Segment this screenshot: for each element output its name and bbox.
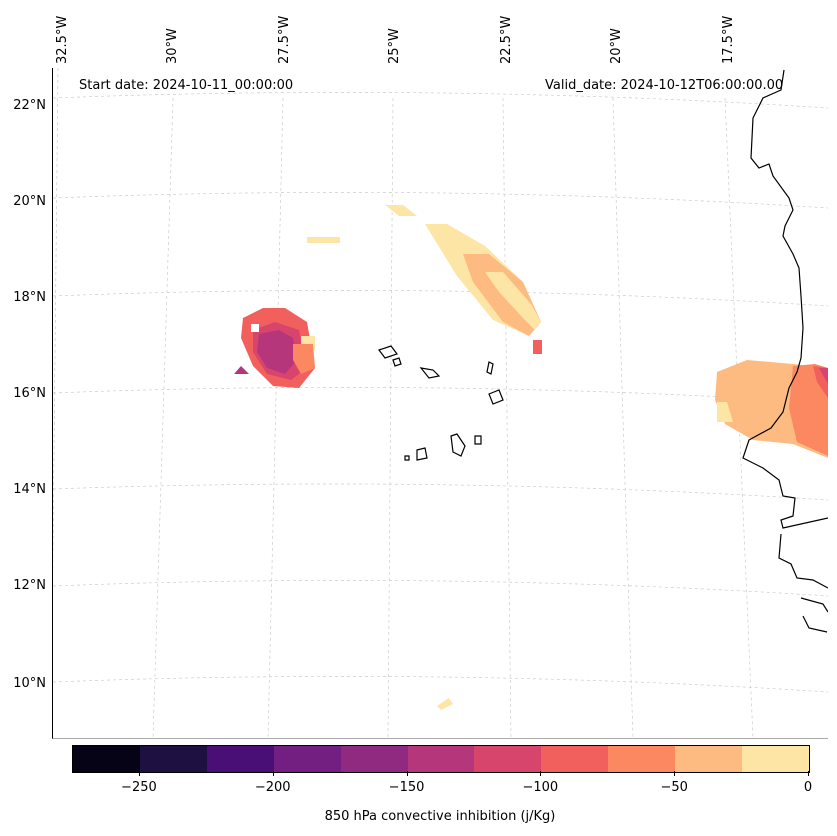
colorbar-swatch-7 [541, 746, 609, 772]
cape-verde-santiago [450, 433, 466, 457]
cin-region-orange-band-b [485, 272, 541, 330]
colorbar-tick-label-2: −150 [388, 780, 425, 795]
colorbar-tick-label-5: 0 [803, 780, 813, 795]
colorbar-tick-label-0: −250 [121, 780, 157, 795]
colorbar-tick-0 [138, 771, 140, 776]
lon-label-30w: 30°W [165, 28, 180, 64]
parallel-16n [53, 387, 828, 404]
cin-region-west-hole [251, 324, 259, 332]
cin-region-west-small [234, 366, 249, 374]
cin-region-red-tip [533, 340, 542, 354]
lat-label-18n: 18°N [13, 290, 46, 305]
colorbar-tick-label-1: −200 [254, 780, 291, 795]
lon-label-32-5w: 32.5°W [55, 15, 70, 64]
parallel-22n [53, 92, 828, 109]
cape-verde-boa-vista [488, 389, 504, 405]
cape-verde-maio [474, 435, 482, 445]
colorbar-swatch-8 [608, 746, 676, 772]
colorbar-tick-3 [540, 771, 542, 776]
meridian-20w [612, 97, 634, 738]
meridian-22-5w [502, 97, 512, 738]
meridian-27-5w [267, 97, 284, 738]
cape-verde-brava [404, 455, 410, 461]
colorbar-swatch-0 [73, 746, 140, 772]
lat-label-10n: 10°N [13, 676, 46, 691]
lon-label-27-5w: 27.5°W [277, 15, 292, 64]
parallel-10n [53, 676, 828, 693]
map-canvas [53, 68, 828, 738]
lat-label-14n: 14°N [13, 482, 46, 497]
cin-region-west-orange [293, 344, 315, 374]
lat-label-22n: 22°N [13, 98, 46, 113]
parallel-14n [53, 483, 828, 501]
colorbar-swatch-6 [474, 746, 542, 772]
colorbar-swatch-5 [407, 746, 475, 772]
parallel-20n [53, 192, 828, 209]
lat-label-20n: 20°N [13, 194, 46, 209]
colorbar-tick-label-3: −100 [522, 780, 559, 795]
cin-region-east-yellow [717, 402, 733, 422]
start-date-label: Start date: 2024-10-11_00:00:00 [79, 78, 294, 93]
lon-label-17-5w: 17.5°W [721, 15, 736, 64]
colorbar [72, 745, 810, 773]
lat-label-12n: 12°N [13, 578, 46, 593]
colorbar-tick-5 [808, 771, 809, 776]
meridian-25w [387, 97, 394, 738]
colorbar-swatch-10 [742, 746, 809, 772]
cape-verde-sao-nicolau [419, 367, 441, 379]
map-panel [52, 68, 828, 739]
cin-region-south-speck [437, 698, 453, 710]
parallel-18n [53, 290, 828, 307]
colorbar-swatch-1 [139, 746, 207, 772]
cape-verde-santo-antao [378, 345, 398, 359]
colorbar-tick-4 [674, 771, 676, 776]
cape-verde-sao-vicente [392, 357, 402, 367]
cin-region-west-core [257, 330, 297, 374]
colorbar-swatch-2 [206, 746, 274, 772]
colorbar-swatch-3 [273, 746, 341, 772]
lon-label-22-5w: 22.5°W [499, 15, 514, 64]
colorbar-swatch-9 [675, 746, 743, 772]
cin-filled-contours [234, 205, 828, 710]
cape-verde-fogo [416, 447, 428, 461]
cin-region-east-core [819, 368, 828, 384]
cin-region-pale-north-a [385, 205, 417, 216]
parallel-12n [53, 580, 828, 597]
lon-label-25w: 25°W [387, 28, 402, 64]
colorbar-tick-2 [406, 771, 408, 776]
lat-label-16n: 16°N [13, 386, 46, 401]
cin-region-east-darker [789, 364, 828, 456]
meridian-32-5w [53, 68, 59, 581]
colorbar-tick-1 [272, 771, 274, 776]
africa-coastline [742, 69, 828, 633]
meridian-30w [152, 97, 174, 738]
colorbar-title: 850 hPa convective inhibition (j/Kg) [324, 809, 556, 824]
coastline-outline [378, 69, 828, 633]
valid-date-label: Valid_date: 2024-10-12T06:00:00.00 [545, 78, 784, 93]
cin-region-pale-north-b [307, 237, 340, 243]
colorbar-swatch-4 [340, 746, 408, 772]
lon-label-20w: 20°W [609, 28, 624, 64]
colorbar-tick-label-4: −50 [660, 780, 688, 795]
graticule [53, 68, 828, 738]
cape-verde-sal [486, 361, 494, 375]
